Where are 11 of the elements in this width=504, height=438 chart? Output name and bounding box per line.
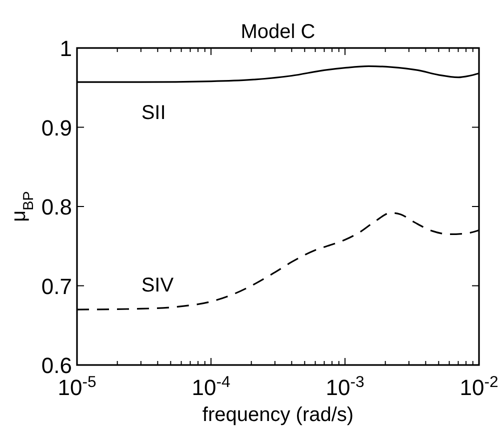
series-label: SII: [141, 102, 166, 124]
y-tick-label: 0.7: [41, 274, 72, 299]
x-tick-label: 10$^{-4}$: [192, 374, 230, 400]
x-tick-label: 10$^{-2}$: [460, 374, 498, 400]
y-tick-label: 0.9: [41, 115, 72, 140]
series-label: SIV: [141, 274, 174, 297]
x-axis-title: frequency (rad/s): [202, 404, 354, 426]
y-tick-label: 0.8: [41, 194, 72, 220]
chart-title: Model C: [240, 21, 316, 43]
x-tick-label: 10$^{-3}$: [326, 374, 364, 400]
y-tick-label: 1: [60, 36, 72, 61]
